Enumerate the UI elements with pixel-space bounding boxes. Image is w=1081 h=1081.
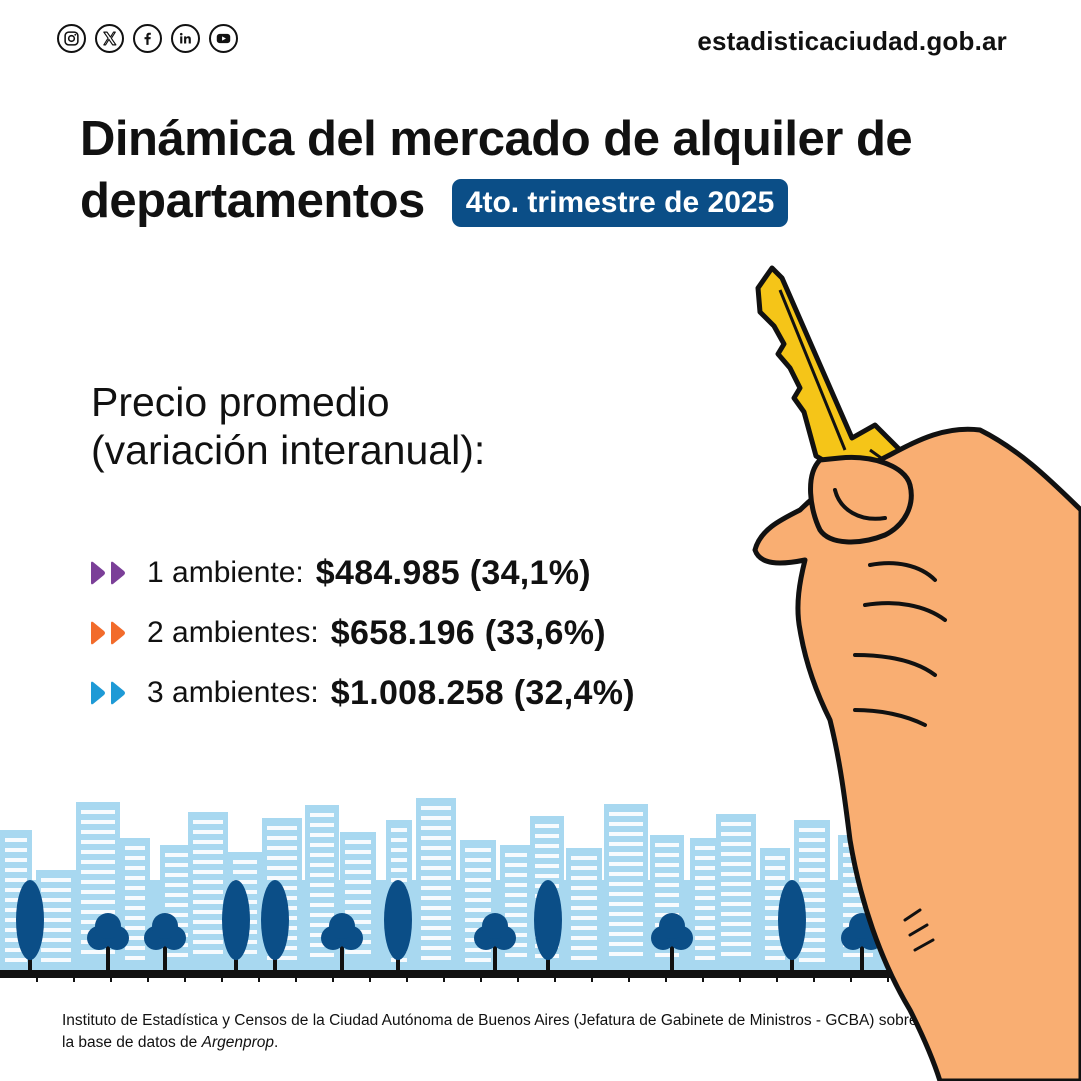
price-row-3-ambientes: 3 ambientes: $1.008.258 (32,4%) [89, 663, 635, 723]
city-skyline-illustration [0, 798, 1081, 982]
source-text: Instituto de Estadística y Censos de la … [62, 1012, 918, 1051]
price-label: 2 ambientes: [147, 616, 319, 649]
period-badge: 4to. trimestre de 2025 [451, 179, 789, 227]
instagram-icon[interactable] [57, 24, 86, 53]
title-line-2: departamentos [80, 174, 425, 228]
source-period: . [274, 1034, 279, 1051]
title-line-2-row: departamentos 4to. trimestre de 2025 [80, 170, 1020, 232]
facebook-icon[interactable] [133, 24, 162, 53]
x-icon[interactable] [95, 24, 124, 53]
price-value: $484.985 (34,1%) [315, 553, 591, 592]
social-links [57, 24, 238, 53]
youtube-icon[interactable] [209, 24, 238, 53]
subtitle-line-1: Precio promedio [91, 379, 390, 425]
page-title: Dinámica del mercado de alquiler de depa… [80, 108, 1020, 232]
source-name: Argenprop [201, 1034, 275, 1051]
ground-line [0, 970, 1081, 978]
linkedin-icon[interactable] [171, 24, 200, 53]
price-row-1-ambiente: 1 ambiente: $484.985 (34,1%) [89, 543, 635, 603]
source-note: Instituto de Estadística y Censos de la … [62, 1010, 922, 1054]
hand-holding-key-illustration [752, 265, 1081, 1081]
hand-icon [752, 426, 1081, 1081]
double-chevron-icon [89, 621, 131, 645]
price-label: 3 ambientes: [147, 676, 319, 709]
price-label: 1 ambiente: [147, 556, 304, 589]
subtitle: Precio promedio (variación interanual): [91, 378, 485, 474]
price-row-2-ambientes: 2 ambientes: $658.196 (33,6%) [89, 603, 635, 663]
subtitle-line-2: (variación interanual): [91, 427, 486, 473]
price-value: $1.008.258 (32,4%) [330, 673, 635, 712]
ground-ticks [36, 972, 926, 982]
double-chevron-icon [89, 681, 131, 705]
site-url[interactable]: estadisticaciudad.gob.ar [697, 26, 1007, 56]
title-line-1: Dinámica del mercado de alquiler de [80, 112, 913, 166]
price-value: $658.196 (33,6%) [330, 613, 606, 652]
double-chevron-icon [89, 561, 131, 585]
trees [16, 880, 883, 972]
price-list: 1 ambiente: $484.985 (34,1%) 2 ambientes… [89, 543, 635, 723]
